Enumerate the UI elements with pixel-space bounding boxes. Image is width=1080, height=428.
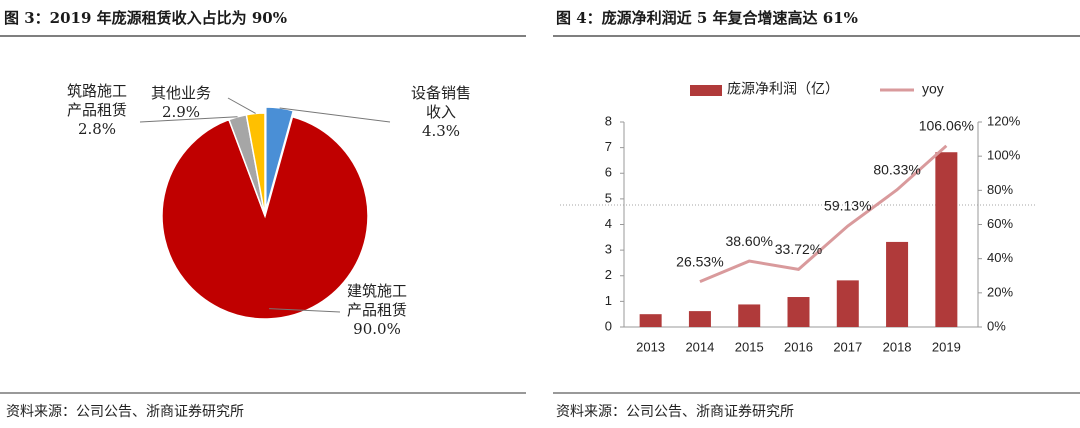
y2-tick-label: 120% [987, 113, 1021, 128]
y2-tick-label: 0% [987, 318, 1006, 333]
data-label: 26.53% [676, 253, 723, 269]
x-tick-label: 2017 [833, 339, 862, 354]
line [699, 144, 948, 284]
y2-tick-label: 20% [987, 284, 1013, 299]
slice-label: 其他业务 [150, 84, 211, 102]
source: 资料来源：公司公告、浙商证券研究所 [6, 404, 244, 420]
y-tick-label: 0 [605, 318, 612, 333]
x-tick-label: 2015 [735, 339, 764, 354]
slice-value-label: 2.8% [77, 120, 117, 138]
y-tick-label: 4 [605, 216, 612, 231]
x-tick-label: 2014 [685, 339, 714, 354]
slice-label: 设备销售收入 [410, 84, 471, 121]
y-tick-label: 7 [605, 139, 612, 154]
bar [639, 314, 662, 327]
legend-label: 庞源净利润（亿） [727, 81, 839, 97]
y2-tick-label: 80% [987, 182, 1013, 197]
bar [787, 297, 810, 327]
legend-swatch [690, 85, 722, 96]
source: 资料来源：公司公告、浙商证券研究所 [556, 404, 794, 420]
y-tick-label: 2 [605, 267, 612, 282]
slice-value-label: 4.3% [421, 122, 461, 140]
slice-label: 筑路施工产品租赁 [66, 82, 127, 119]
data-label: 106.06% [919, 118, 974, 134]
y2-tick-label: 40% [987, 250, 1013, 265]
leader-line [269, 308, 341, 313]
leader-line [227, 97, 256, 114]
x-tick-label: 2013 [636, 339, 665, 354]
bar [886, 241, 909, 327]
legend-label: yoy [922, 81, 944, 97]
pie-slice [161, 115, 369, 320]
pie-slice [265, 106, 295, 211]
y-tick-label: 5 [605, 190, 612, 205]
slice-label: 建筑施工产品租赁 [346, 282, 407, 319]
x-tick-label: 2019 [932, 339, 961, 354]
leader-line [139, 116, 238, 123]
bar [836, 280, 859, 327]
leader-line [279, 107, 391, 123]
y-tick-label: 1 [605, 293, 612, 308]
chart-title: 图 3：2019 年庞源租赁收入占比为 90% [4, 9, 287, 27]
slice-value-label: 90.0% [353, 320, 401, 338]
x-tick-label: 2016 [784, 339, 813, 354]
chart-title: 图 4：庞源净利润近 5 年复合增速高达 61% [556, 9, 858, 27]
data-label: 80.33% [873, 161, 920, 177]
y2-tick-label: 100% [987, 148, 1021, 163]
y-tick-label: 8 [605, 113, 612, 128]
y2-tick-label: 60% [987, 216, 1013, 231]
y-tick-label: 3 [605, 242, 612, 257]
slice-value-label: 2.9% [161, 103, 201, 121]
bar [935, 152, 958, 327]
data-label: 33.72% [775, 241, 822, 257]
data-label: 38.60% [725, 233, 772, 249]
y-tick-label: 6 [605, 165, 612, 180]
data-label: 59.13% [824, 198, 871, 214]
x-tick-label: 2018 [883, 339, 912, 354]
pie-slice [245, 112, 266, 217]
bar [688, 311, 711, 327]
bar [738, 304, 761, 327]
